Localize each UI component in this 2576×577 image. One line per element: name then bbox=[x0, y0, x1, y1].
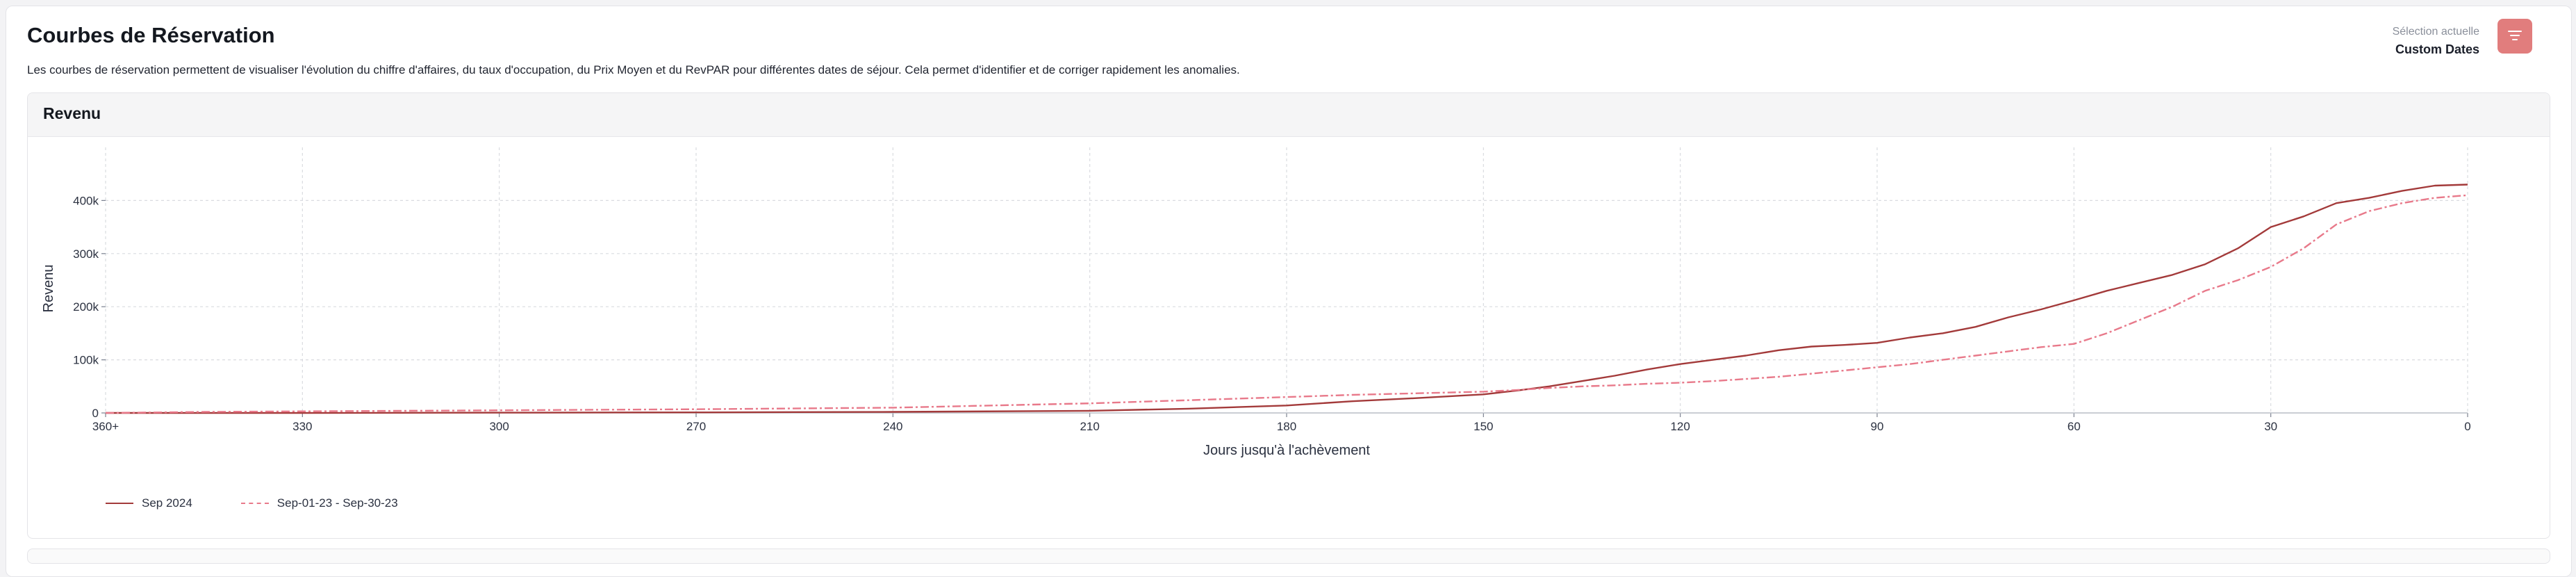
y-tick-label: 200k bbox=[73, 300, 99, 314]
y-axis-label: Revenu bbox=[41, 265, 56, 313]
page-title: Courbes de Réservation bbox=[27, 23, 275, 47]
y-tick-label: 0 bbox=[92, 407, 99, 420]
x-axis-label: Jours jusqu'à l'achèvement bbox=[1203, 443, 1370, 458]
x-tick-label: 330 bbox=[292, 420, 312, 433]
legend-item-previous[interactable]: Sep-01-23 - Sep-30-23 bbox=[240, 496, 398, 510]
x-tick-label: 120 bbox=[1670, 420, 1690, 433]
x-tick-label: 180 bbox=[1277, 420, 1296, 433]
revenue-panel-title: Revenu bbox=[43, 104, 101, 122]
next-panel-edge bbox=[27, 548, 2550, 564]
filter-button[interactable] bbox=[2497, 19, 2532, 54]
x-tick-label: 240 bbox=[883, 420, 902, 433]
legend-label-current: Sep 2024 bbox=[142, 496, 192, 510]
legend-item-current[interactable]: Sep 2024 bbox=[106, 496, 192, 510]
legend-swatch-current bbox=[106, 503, 133, 504]
filter-lines-icon bbox=[2507, 29, 2523, 44]
x-tick-label: 300 bbox=[489, 420, 509, 433]
booking-curves-card: Courbes de Réservation Les courbes de ré… bbox=[6, 6, 2572, 577]
revenue-panel-header: Revenu bbox=[28, 93, 2550, 137]
revenue-panel: Revenu 360+ 330 300 270 240 210 180 150 120 90 60 3… bbox=[27, 92, 2550, 539]
x-tick-label: 150 bbox=[1473, 420, 1493, 433]
x-tick-label: 30 bbox=[2264, 420, 2277, 433]
x-tick-label: 360+ bbox=[92, 420, 119, 433]
y-tick-label: 400k bbox=[73, 194, 99, 207]
x-tick-label: 270 bbox=[686, 420, 706, 433]
selection-value[interactable]: Custom Dates bbox=[2395, 42, 2479, 56]
revenue-chart: 360+ 330 300 270 240 210 180 150 120 90 60 30 00100k… bbox=[41, 147, 2471, 458]
chart-legend: Sep 2024 Sep-01-23 - Sep-30-23 bbox=[106, 496, 398, 510]
x-tick-label: 90 bbox=[1871, 420, 1884, 433]
selection-label: Sélection actuelle bbox=[2392, 26, 2479, 38]
page-description: Les courbes de réservation permettent de… bbox=[27, 63, 1240, 76]
legend-label-previous: Sep-01-23 - Sep-30-23 bbox=[276, 496, 398, 510]
x-tick-label: 60 bbox=[2067, 420, 2081, 433]
y-tick-label: 300k bbox=[73, 247, 99, 261]
x-tick-label: 0 bbox=[2464, 420, 2470, 433]
x-tick-label: 210 bbox=[1080, 420, 1099, 433]
legend-swatch-previous bbox=[240, 503, 269, 504]
series-line-current bbox=[106, 184, 2468, 414]
series-line-previous bbox=[105, 194, 2468, 414]
y-tick-label: 100k bbox=[73, 354, 99, 367]
